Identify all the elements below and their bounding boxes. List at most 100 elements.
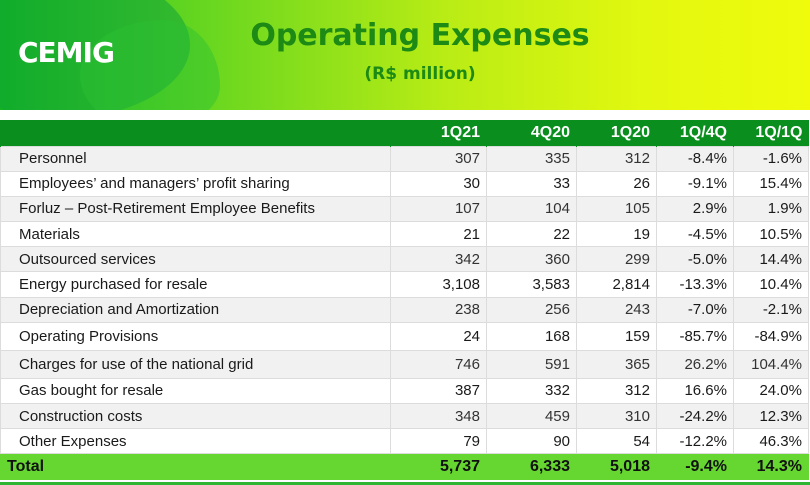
cell-1q21: 107 xyxy=(390,195,487,223)
column-header-1q21: 1Q21 xyxy=(390,120,487,146)
cell-1q21: 238 xyxy=(390,296,487,323)
cell-1q20: 312 xyxy=(576,145,657,172)
cell-1q21: 30 xyxy=(390,170,487,197)
page-title: Operating Expenses xyxy=(250,18,590,53)
cell-1q-4q: -8.4% xyxy=(656,145,734,172)
cell-1q-4q: 26.2% xyxy=(656,349,734,379)
table-row: Forluz – Post-Retirement Employee Benefi… xyxy=(0,195,809,223)
cell-1q-4q: -5.0% xyxy=(656,246,734,273)
row-label: Materials xyxy=(0,221,391,248)
cell-1q21: 387 xyxy=(390,377,487,405)
cell-1q20: 299 xyxy=(576,246,657,273)
cell-4q20: 335 xyxy=(486,145,577,172)
column-header-4q20: 4Q20 xyxy=(486,120,577,146)
column-header-1q20: 1Q20 xyxy=(576,120,657,146)
cell-4q20: 256 xyxy=(486,296,577,323)
table-header-row: 1Q21 4Q20 1Q20 1Q/4Q 1Q/1Q xyxy=(0,120,809,146)
cell-1q20: 310 xyxy=(576,402,657,430)
row-label: Other Expenses xyxy=(0,428,391,455)
table-row: Construction costs 348 459 310 -24.2% 12… xyxy=(0,402,809,430)
table-row: Employees’ and managers’ profit sharing … xyxy=(0,170,809,197)
row-label: Forluz – Post-Retirement Employee Benefi… xyxy=(0,195,391,223)
row-label: Charges for use of the national grid xyxy=(0,349,391,379)
cell-1q20: 365 xyxy=(576,349,657,379)
cell-1q-4q: -24.2% xyxy=(656,402,734,430)
cell-1q-4q: -7.0% xyxy=(656,296,734,323)
table-row: Operating Provisions 24 168 159 -85.7% -… xyxy=(0,321,809,351)
cell-1q-4q: 16.6% xyxy=(656,377,734,405)
cell-4q20: 168 xyxy=(486,321,577,351)
cell-4q20: 33 xyxy=(486,170,577,197)
cell-1q-1q: 14.4% xyxy=(733,246,809,273)
total-label: Total xyxy=(0,453,391,481)
cell-4q20: 459 xyxy=(486,402,577,430)
cell-4q20: 104 xyxy=(486,195,577,223)
total-1q20: 5,018 xyxy=(576,453,657,481)
row-label: Personnel xyxy=(0,145,391,172)
row-label: Depreciation and Amortization xyxy=(0,296,391,323)
table-row: Outsourced services 342 360 299 -5.0% 14… xyxy=(0,246,809,273)
table-row: Energy purchased for resale 3,108 3,583 … xyxy=(0,271,809,298)
cell-1q-4q: -12.2% xyxy=(656,428,734,455)
row-label: Employees’ and managers’ profit sharing xyxy=(0,170,391,197)
row-label: Outsourced services xyxy=(0,246,391,273)
cell-4q20: 90 xyxy=(486,428,577,455)
row-label: Construction costs xyxy=(0,402,391,430)
table-row: Gas bought for resale 387 332 312 16.6% … xyxy=(0,377,809,405)
cell-1q20: 159 xyxy=(576,321,657,351)
cell-1q21: 342 xyxy=(390,246,487,273)
table-row: Personnel 307 335 312 -8.4% -1.6% xyxy=(0,145,809,172)
cell-1q-1q: 15.4% xyxy=(733,170,809,197)
cell-1q20: 54 xyxy=(576,428,657,455)
cell-1q-1q: 1.9% xyxy=(733,195,809,223)
cell-1q20: 105 xyxy=(576,195,657,223)
cell-4q20: 591 xyxy=(486,349,577,379)
cell-1q20: 243 xyxy=(576,296,657,323)
row-label: Operating Provisions xyxy=(0,321,391,351)
total-1q21: 5,737 xyxy=(390,453,487,481)
total-1q-4q: -9.4% xyxy=(656,453,734,481)
cell-1q-4q: -9.1% xyxy=(656,170,734,197)
cell-1q20: 312 xyxy=(576,377,657,405)
total-row: Total 5,737 6,333 5,018 -9.4% 14.3% xyxy=(0,453,809,481)
cell-4q20: 360 xyxy=(486,246,577,273)
cell-4q20: 3,583 xyxy=(486,271,577,298)
cell-1q-4q: -4.5% xyxy=(656,221,734,248)
cell-1q21: 3,108 xyxy=(390,271,487,298)
cell-1q21: 24 xyxy=(390,321,487,351)
cell-1q21: 307 xyxy=(390,145,487,172)
cell-1q-1q: 12.3% xyxy=(733,402,809,430)
column-header-label xyxy=(0,120,391,146)
cell-1q21: 79 xyxy=(390,428,487,455)
table-row: Other Expenses 79 90 54 -12.2% 46.3% xyxy=(0,428,809,455)
cell-1q-1q: 46.3% xyxy=(733,428,809,455)
cell-1q-4q: -13.3% xyxy=(656,271,734,298)
company-logo: CEMIG xyxy=(18,36,115,69)
operating-expenses-table: 1Q21 4Q20 1Q20 1Q/4Q 1Q/1Q Personnel 307… xyxy=(0,120,809,481)
cell-1q-1q: -2.1% xyxy=(733,296,809,323)
total-1q-1q: 14.3% xyxy=(733,453,809,481)
logo-background-shape xyxy=(0,0,190,110)
column-header-1q-1q: 1Q/1Q xyxy=(733,120,809,146)
cell-1q20: 26 xyxy=(576,170,657,197)
table-row: Materials 21 22 19 -4.5% 10.5% xyxy=(0,221,809,248)
cell-1q-1q: 24.0% xyxy=(733,377,809,405)
cell-1q21: 746 xyxy=(390,349,487,379)
title-banner: CEMIG Operating Expenses (R$ million) xyxy=(0,0,810,110)
cell-1q-4q: 2.9% xyxy=(656,195,734,223)
row-label: Energy purchased for resale xyxy=(0,271,391,298)
total-4q20: 6,333 xyxy=(486,453,577,481)
bottom-divider xyxy=(0,482,810,485)
cell-1q21: 21 xyxy=(390,221,487,248)
cell-1q20: 19 xyxy=(576,221,657,248)
cell-4q20: 332 xyxy=(486,377,577,405)
cell-4q20: 22 xyxy=(486,221,577,248)
cell-1q-4q: -85.7% xyxy=(656,321,734,351)
cell-1q-1q: 104.4% xyxy=(733,349,809,379)
row-label: Gas bought for resale xyxy=(0,377,391,405)
cell-1q-1q: -84.9% xyxy=(733,321,809,351)
cell-1q-1q: -1.6% xyxy=(733,145,809,172)
column-header-1q-4q: 1Q/4Q xyxy=(656,120,734,146)
cell-1q-1q: 10.5% xyxy=(733,221,809,248)
cell-1q20: 2,814 xyxy=(576,271,657,298)
